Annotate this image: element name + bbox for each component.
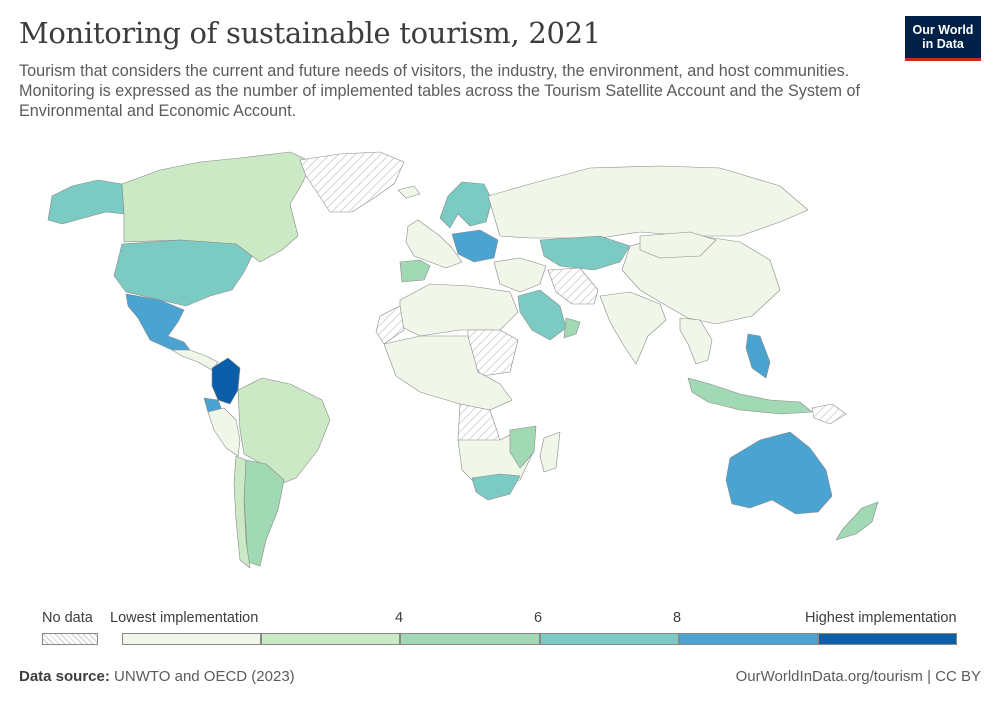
region-southeast-asia[interactable] bbox=[679, 317, 713, 365]
region-chile[interactable] bbox=[233, 455, 251, 569]
legend-label-4: 4 bbox=[395, 610, 404, 626]
logo-line-1: Our World bbox=[912, 23, 974, 37]
legend-swatch-3 bbox=[540, 633, 679, 645]
region-greenland[interactable] bbox=[299, 151, 405, 213]
legend-no-data-swatch bbox=[42, 633, 98, 645]
legend-label-lowest: Lowest implementation bbox=[110, 610, 259, 626]
region-iceland[interactable] bbox=[397, 185, 421, 199]
region-mexico[interactable] bbox=[125, 293, 191, 351]
region-north-africa[interactable] bbox=[399, 283, 519, 337]
region-india[interactable] bbox=[599, 291, 667, 365]
region-saudi-arabia[interactable] bbox=[517, 289, 567, 341]
legend-no-data-label: No data bbox=[42, 610, 93, 626]
legend-label-6: 6 bbox=[534, 610, 543, 626]
region-mozambique[interactable] bbox=[509, 425, 537, 469]
region-iberia[interactable] bbox=[399, 259, 431, 283]
region-central-america[interactable] bbox=[171, 349, 219, 371]
legend-swatch-4 bbox=[679, 633, 818, 645]
data-source: Data source: UNWTO and OECD (2023) bbox=[19, 668, 295, 685]
region-scandinavia[interactable] bbox=[439, 181, 493, 229]
region-iran[interactable] bbox=[547, 267, 599, 305]
region-middle-east[interactable] bbox=[493, 257, 547, 293]
region-central-africa[interactable] bbox=[383, 335, 513, 411]
data-source-text: UNWTO and OECD (2023) bbox=[114, 668, 295, 685]
legend-swatch-0 bbox=[122, 633, 261, 645]
legend-label-8: 8 bbox=[673, 610, 682, 626]
region-brazil[interactable] bbox=[237, 377, 331, 487]
legend-swatch-5 bbox=[818, 633, 957, 645]
legend-swatch-1 bbox=[261, 633, 400, 645]
world-map bbox=[47, 151, 879, 569]
chart-title: Monitoring of sustainable tourism, 2021 bbox=[19, 16, 601, 50]
chart-subtitle: Tourism that considers the current and f… bbox=[19, 62, 860, 120]
region-australia[interactable] bbox=[725, 431, 833, 515]
region-canada[interactable] bbox=[121, 151, 313, 263]
region-argentina[interactable] bbox=[243, 459, 285, 567]
owid-logo[interactable]: Our World in Data bbox=[905, 16, 981, 61]
region-central-europe[interactable] bbox=[451, 229, 499, 263]
region-madagascar[interactable] bbox=[539, 431, 561, 473]
region-indonesia[interactable] bbox=[687, 377, 813, 415]
region-mongolia[interactable] bbox=[639, 231, 717, 259]
logo-line-2: in Data bbox=[922, 37, 964, 51]
region-western-europe[interactable] bbox=[405, 219, 463, 269]
region-alaska[interactable] bbox=[47, 179, 125, 225]
region-western-sahara[interactable] bbox=[375, 305, 405, 345]
region-philippines[interactable] bbox=[745, 333, 771, 379]
legend-label-highest: Highest implementation bbox=[805, 610, 957, 626]
region-colombia[interactable] bbox=[211, 357, 241, 405]
region-new-zealand[interactable] bbox=[835, 501, 879, 541]
region-papua-new-guinea[interactable] bbox=[811, 403, 847, 425]
region-united-states[interactable] bbox=[113, 239, 253, 307]
footer-link[interactable]: OurWorldInData.org/tourism | CC BY bbox=[735, 668, 981, 685]
region-oman[interactable] bbox=[563, 317, 581, 339]
region-south-africa[interactable] bbox=[471, 473, 521, 501]
region-russia[interactable] bbox=[487, 165, 809, 239]
legend-swatch-2 bbox=[400, 633, 540, 645]
region-kazakhstan[interactable] bbox=[539, 235, 631, 271]
data-source-label: Data source: bbox=[19, 668, 110, 685]
region-peru[interactable] bbox=[207, 407, 241, 457]
